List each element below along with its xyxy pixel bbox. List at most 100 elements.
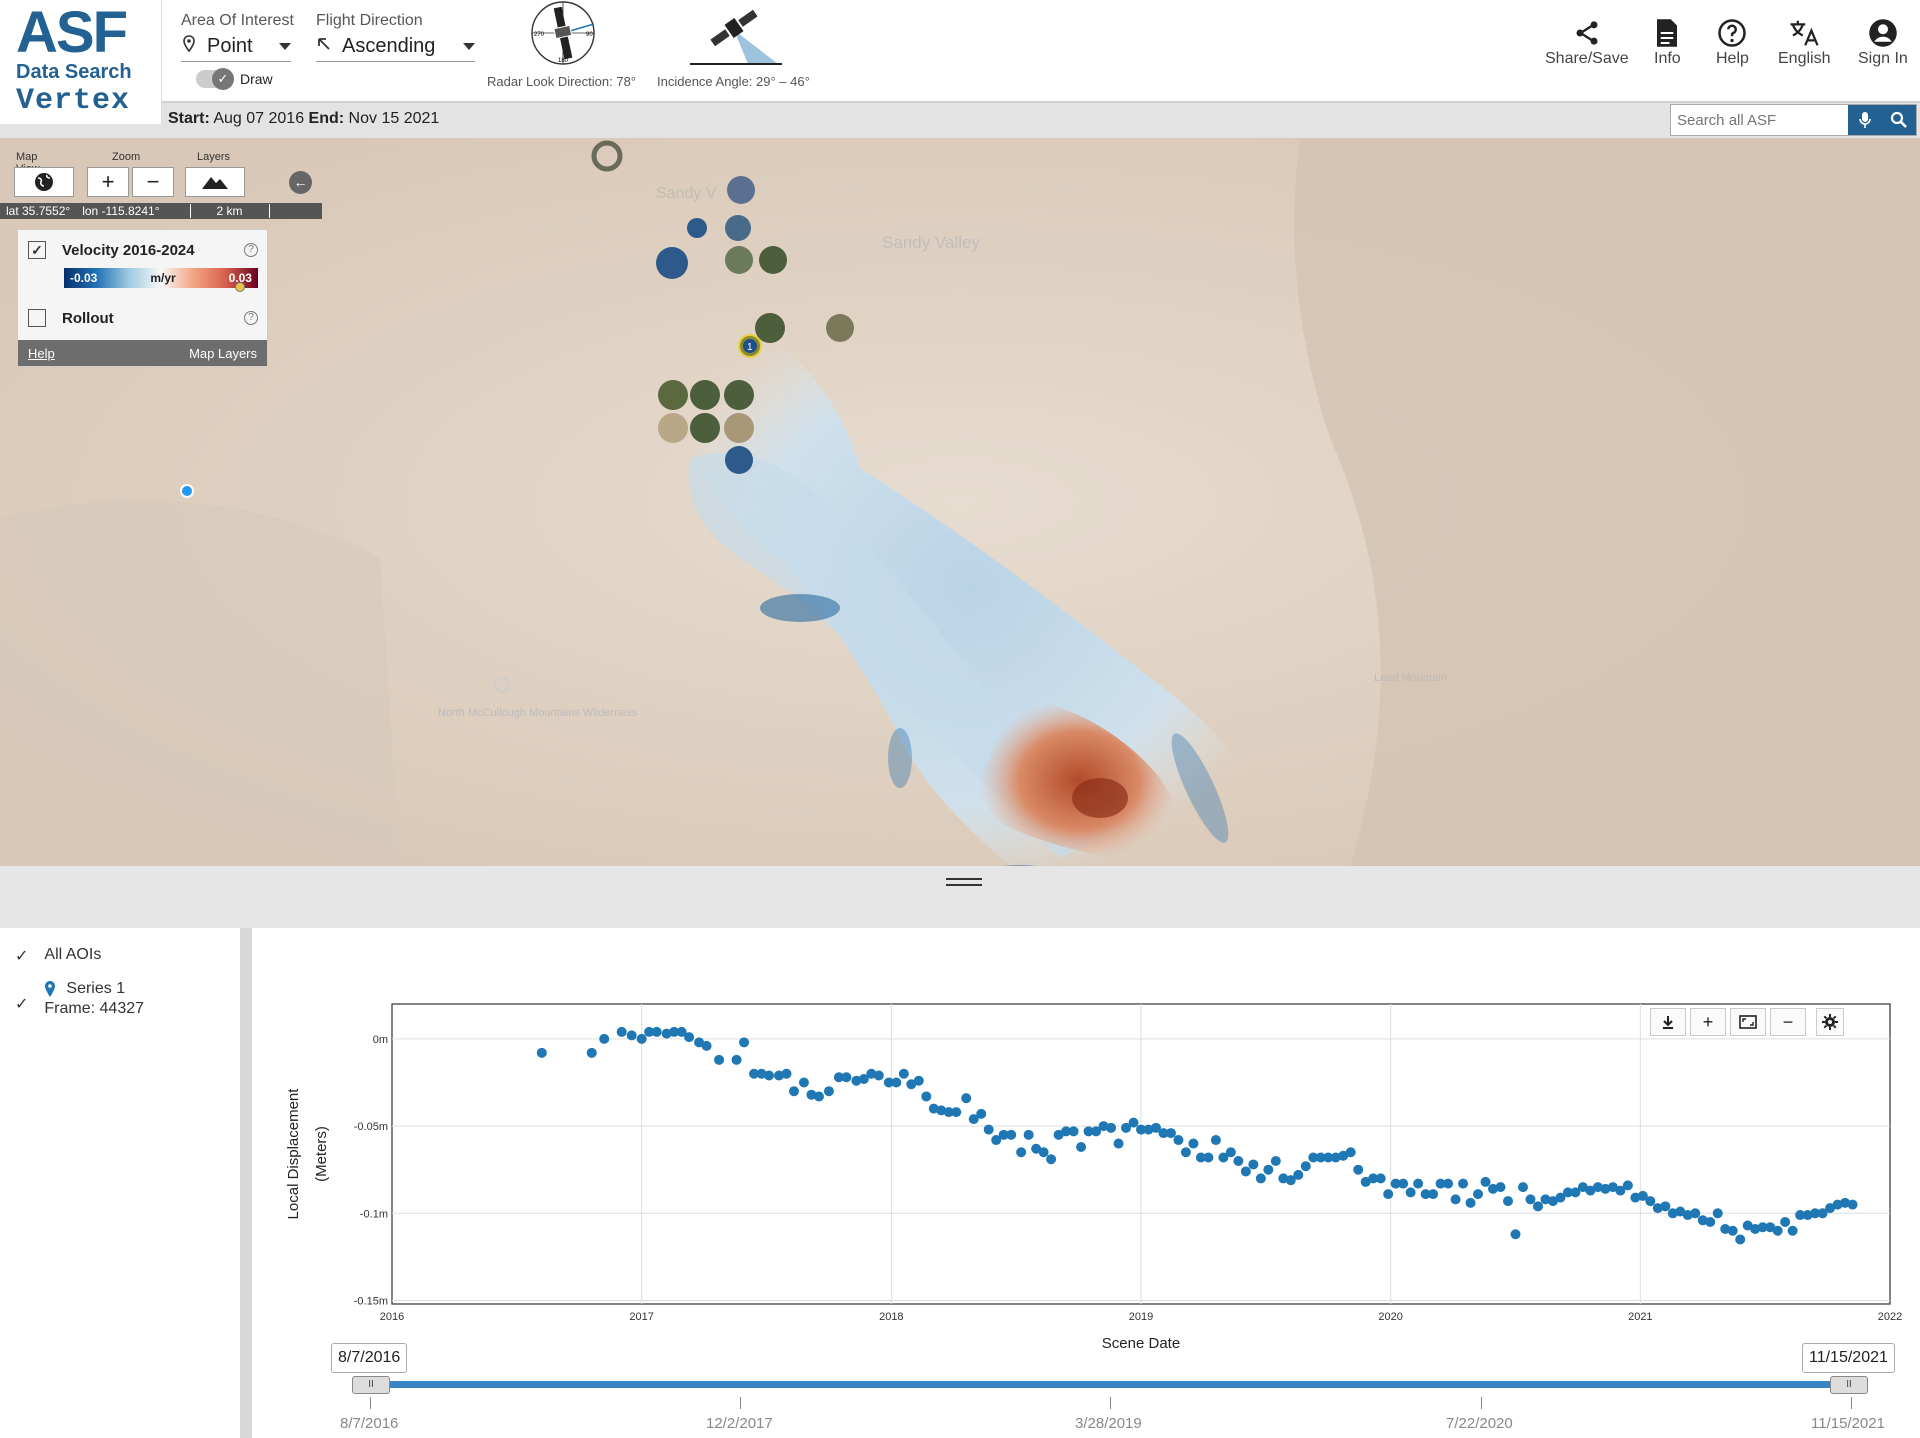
data-point[interactable] (1068, 1126, 1079, 1137)
data-point[interactable] (1802, 1210, 1813, 1221)
data-point[interactable] (1607, 1182, 1618, 1193)
series-row[interactable]: ✓ Series 1 Frame: 44327 (15, 980, 144, 1018)
data-point[interactable] (833, 1072, 844, 1083)
data-point[interactable] (1233, 1155, 1244, 1166)
velocity-checkbox[interactable]: ✓ (28, 241, 46, 259)
data-point[interactable] (1555, 1192, 1566, 1203)
data-point[interactable] (1338, 1150, 1349, 1161)
drag-handle-icon[interactable] (946, 878, 982, 886)
data-point[interactable] (536, 1047, 547, 1058)
data-point[interactable] (644, 1026, 655, 1037)
data-point[interactable] (669, 1026, 680, 1037)
data-point[interactable] (636, 1033, 647, 1044)
data-point[interactable] (1308, 1152, 1319, 1163)
date-range-slider[interactable] (355, 1381, 1853, 1388)
data-point[interactable] (1098, 1121, 1109, 1132)
data-point[interactable] (1255, 1173, 1266, 1184)
data-point[interactable] (1488, 1183, 1499, 1194)
data-point[interactable] (991, 1135, 1002, 1146)
data-point[interactable] (731, 1054, 742, 1065)
data-point[interactable] (913, 1075, 924, 1086)
data-point[interactable] (1263, 1164, 1274, 1175)
data-point[interactable] (1652, 1203, 1663, 1214)
data-point[interactable] (823, 1086, 834, 1097)
collapse-arrow-icon[interactable]: ← (289, 171, 312, 194)
data-point[interactable] (1795, 1210, 1806, 1221)
data-point[interactable] (1787, 1225, 1798, 1236)
data-point[interactable] (798, 1077, 809, 1088)
search-input[interactable] (1671, 105, 1848, 135)
zoom-in-button[interactable]: + (87, 167, 129, 197)
data-point[interactable] (1503, 1196, 1514, 1207)
flight-direction-dropdown[interactable]: Ascending (316, 32, 475, 62)
data-point[interactable] (1667, 1208, 1678, 1219)
data-point[interactable] (1188, 1138, 1199, 1149)
data-point[interactable] (1765, 1222, 1776, 1233)
data-point[interactable] (1165, 1128, 1176, 1139)
data-point[interactable] (928, 1103, 939, 1114)
share-save-button[interactable]: Share/Save (1545, 16, 1629, 68)
data-point[interactable] (616, 1026, 627, 1037)
data-point[interactable] (1323, 1152, 1334, 1163)
data-point[interactable] (586, 1047, 597, 1058)
data-point[interactable] (951, 1107, 962, 1118)
data-point[interactable] (626, 1030, 637, 1041)
aoi-marker-1[interactable] (738, 334, 762, 358)
data-point[interactable] (1443, 1178, 1454, 1189)
data-point[interactable] (1375, 1173, 1386, 1184)
data-point[interactable] (1832, 1199, 1843, 1210)
data-point[interactable] (1645, 1196, 1656, 1207)
data-point[interactable] (1720, 1224, 1731, 1234)
data-point[interactable] (943, 1107, 954, 1118)
data-point[interactable] (976, 1108, 987, 1119)
chart-settings-button[interactable] (1816, 1008, 1844, 1036)
data-point[interactable] (1532, 1201, 1543, 1212)
data-point[interactable] (1083, 1126, 1094, 1137)
toggle-switch[interactable]: ✓ (196, 68, 234, 90)
data-point[interactable] (1136, 1124, 1146, 1135)
data-point[interactable] (1398, 1178, 1409, 1189)
data-point[interactable] (1840, 1197, 1851, 1208)
data-point[interactable] (1615, 1185, 1626, 1196)
data-point[interactable] (756, 1068, 767, 1079)
help-circle-icon[interactable]: ? (244, 243, 258, 257)
data-point[interactable] (773, 1070, 784, 1081)
timeseries-chart[interactable]: 2016 2017 2018 2019 2020 2021 2022 0m -0.05m -0.1… (264, 928, 1920, 1438)
rollout-checkbox[interactable] (28, 309, 46, 327)
data-point[interactable] (898, 1068, 909, 1079)
aoi-dropdown[interactable]: Point (181, 32, 291, 62)
data-point[interactable] (1405, 1187, 1416, 1198)
data-point[interactable] (1076, 1142, 1087, 1153)
data-point[interactable] (1742, 1220, 1753, 1231)
help-link[interactable]: Help (28, 345, 55, 361)
data-point[interactable] (1697, 1215, 1708, 1226)
data-point[interactable] (1158, 1128, 1169, 1139)
chart-zoom-in-button[interactable]: + (1690, 1008, 1726, 1036)
data-point[interactable] (1345, 1147, 1356, 1158)
language-button[interactable]: English (1778, 16, 1830, 68)
data-point[interactable] (1428, 1189, 1439, 1200)
data-point[interactable] (1562, 1187, 1573, 1198)
end-date-box[interactable]: 11/15/2021 (1802, 1343, 1895, 1373)
data-point[interactable] (661, 1028, 672, 1039)
data-point[interactable] (1368, 1173, 1379, 1184)
data-point[interactable] (1413, 1178, 1424, 1189)
sign-in-button[interactable]: Sign In (1858, 16, 1908, 68)
data-point[interactable] (1630, 1192, 1641, 1203)
data-point[interactable] (1240, 1166, 1251, 1177)
data-point[interactable] (676, 1026, 687, 1037)
data-point[interactable] (1592, 1182, 1603, 1193)
data-point[interactable] (1540, 1194, 1551, 1205)
zoom-out-button[interactable]: − (132, 167, 174, 197)
data-point[interactable] (599, 1033, 610, 1044)
data-point[interactable] (1143, 1124, 1154, 1135)
data-point[interactable] (1622, 1180, 1633, 1191)
data-point[interactable] (1031, 1143, 1042, 1154)
layers-button[interactable] (185, 167, 245, 197)
map-view[interactable]: 1 Sandy V Sandy Valley North McCullough … (0, 138, 1920, 866)
data-point[interactable] (788, 1086, 799, 1097)
data-point[interactable] (1465, 1197, 1476, 1208)
data-point[interactable] (1525, 1194, 1536, 1205)
data-point[interactable] (1675, 1206, 1686, 1217)
data-point[interactable] (921, 1091, 932, 1102)
